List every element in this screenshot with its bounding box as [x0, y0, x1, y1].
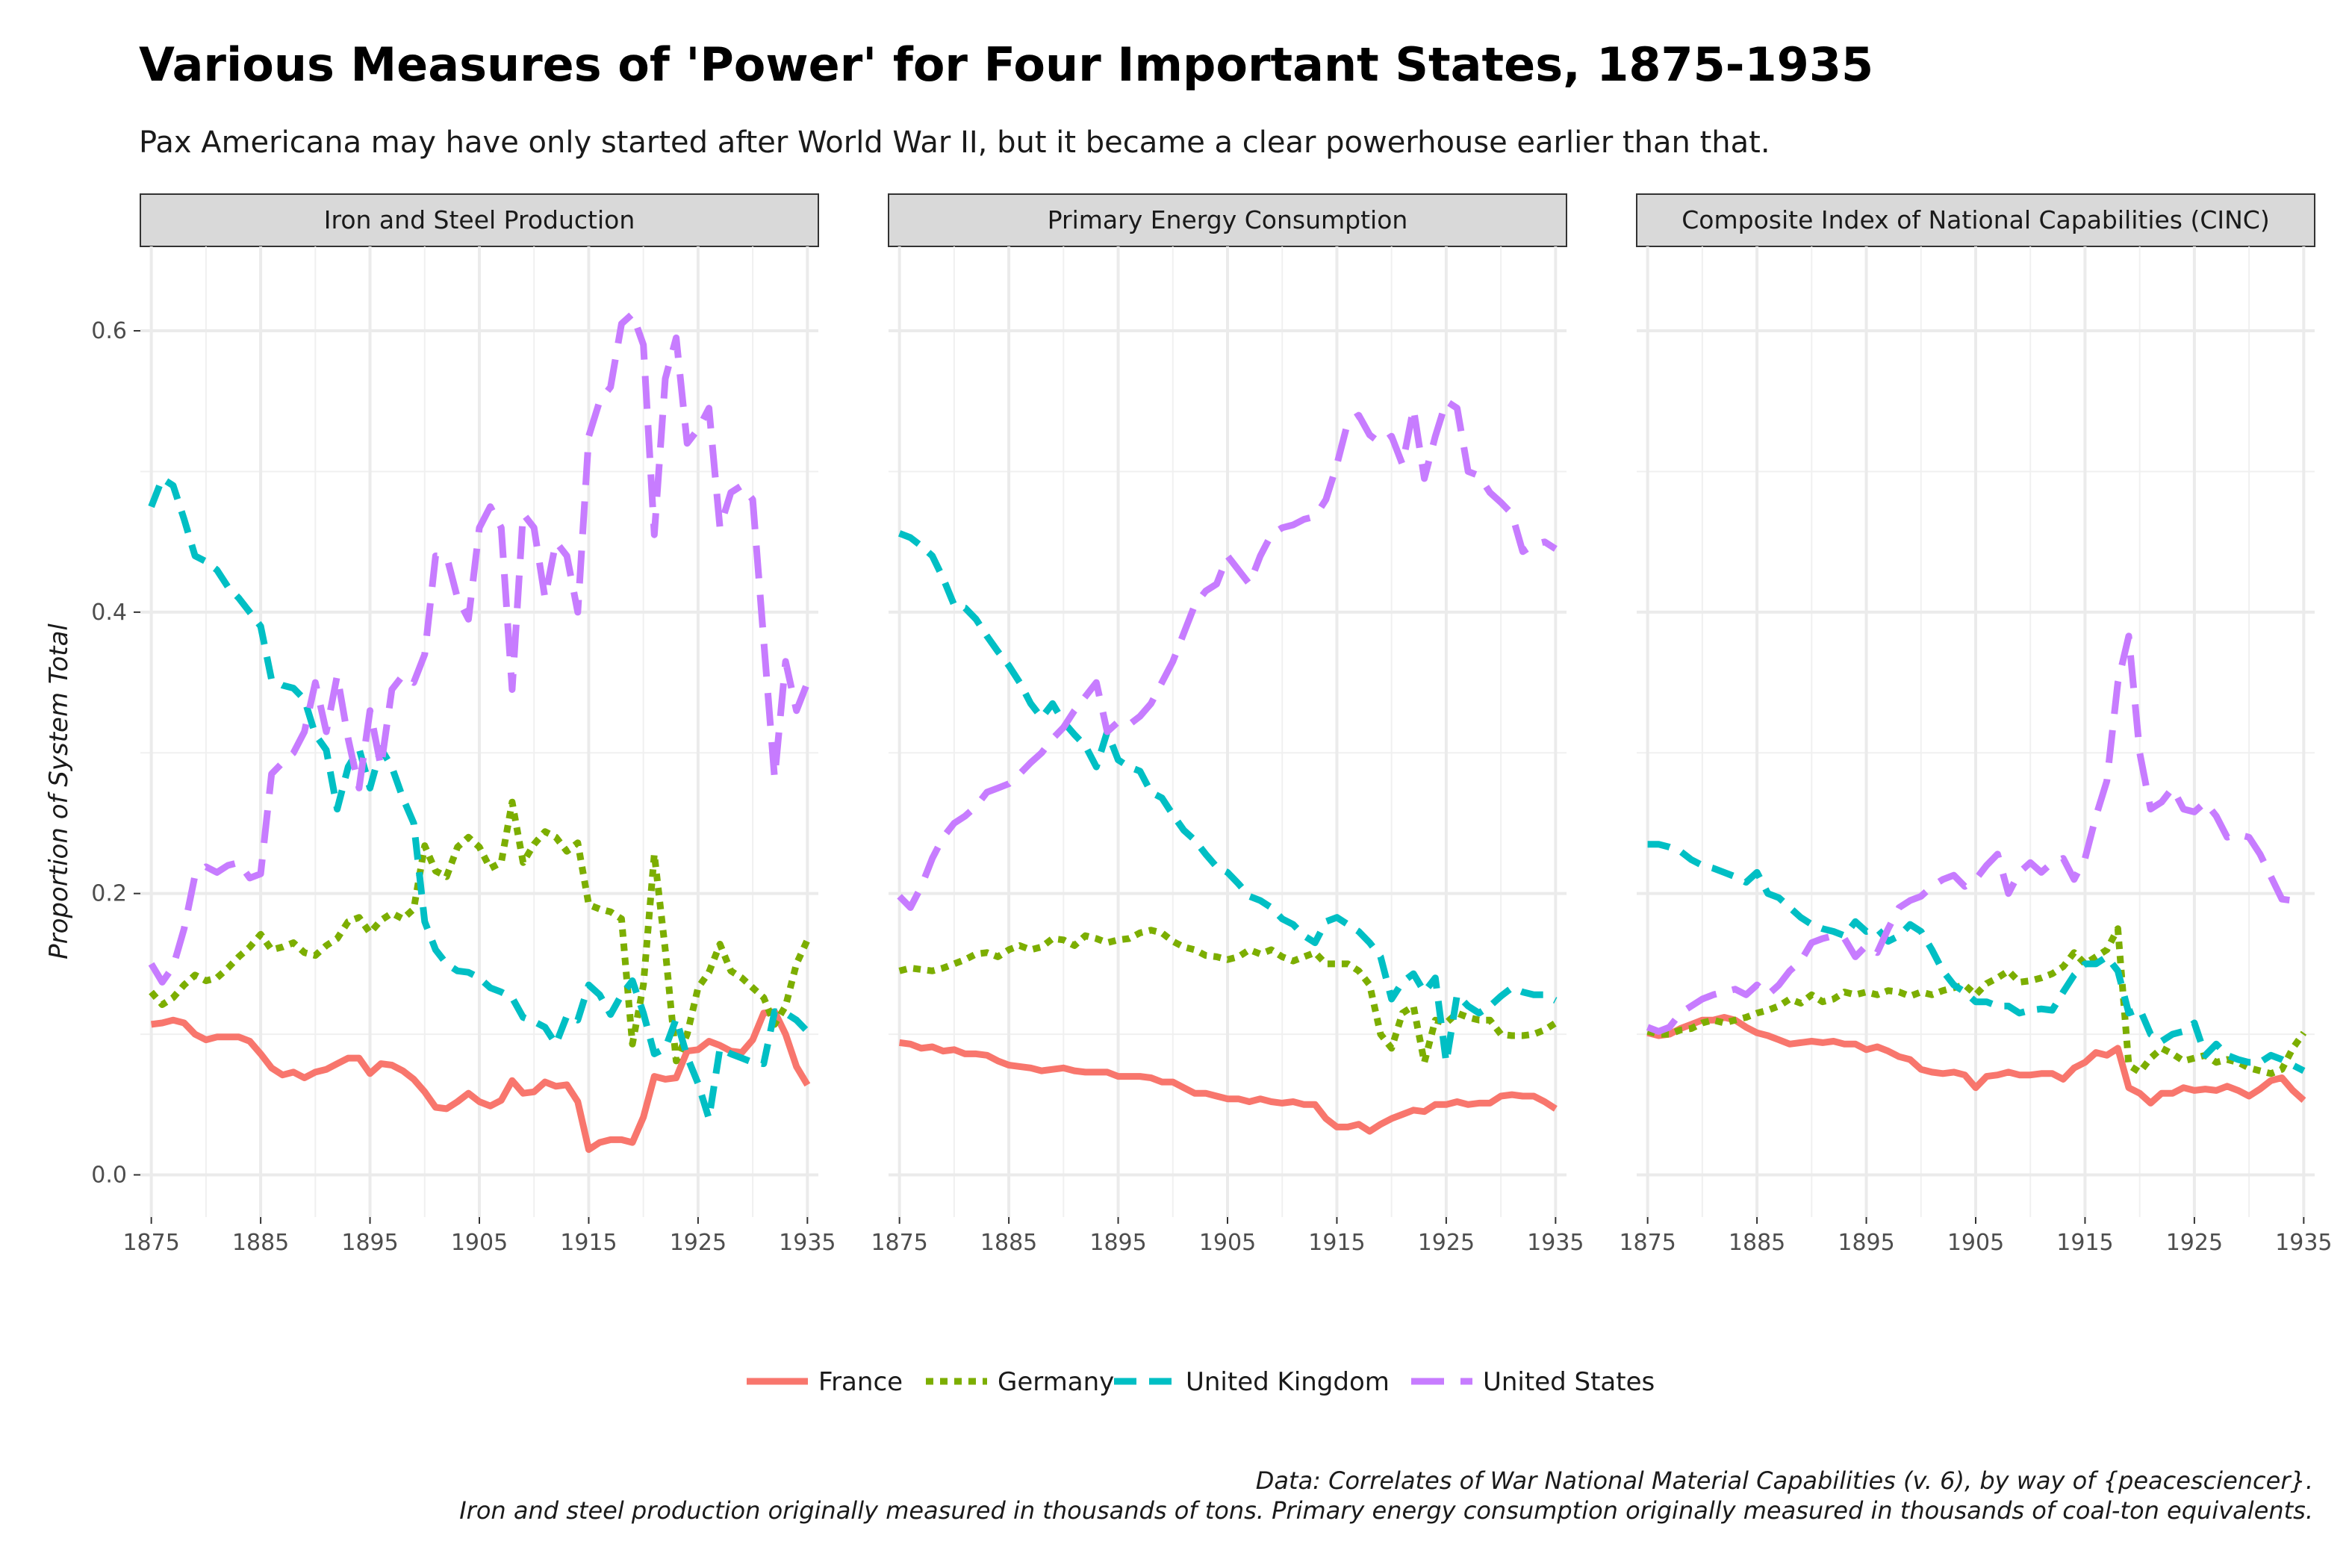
legend-label: Germany [998, 1367, 1114, 1397]
panel-primary-energy-consumption: Primary Energy Consumption 1875 1885 1895 19… [871, 193, 1584, 1256]
legend-item-united-kingdom: United Kingdom [1114, 1367, 1390, 1397]
x-tick-label: 1895 [1838, 1230, 1894, 1256]
x-tick-label: 1895 [1089, 1230, 1146, 1256]
strip-label: Composite Index of National Capabilities… [1681, 205, 2269, 234]
strip-label: Iron and Steel Production [324, 205, 635, 234]
x-tick-label: 1905 [1947, 1230, 2004, 1256]
x-tick-label: 1935 [779, 1230, 836, 1256]
legend-label: United Kingdom [1186, 1367, 1390, 1397]
y-tick-label: 0.4 [91, 600, 127, 626]
x-tick-label: 1915 [560, 1230, 617, 1256]
caption-line-1: Data: Correlates of War National Materia… [1256, 1466, 2313, 1495]
x-tick-label: 1885 [232, 1230, 289, 1256]
x-tick-label: 1885 [980, 1230, 1037, 1256]
panel-iron-and-steel-production: Iron and Steel Production 1875 1885 1895 190… [91, 193, 836, 1256]
x-tick-label: 1925 [1418, 1230, 1475, 1256]
y-tick-label: 0.0 [91, 1162, 127, 1188]
x-tick-label: 1915 [2056, 1230, 2113, 1256]
x-tick-label: 1935 [1527, 1230, 1584, 1256]
chart-title: Various Measures of 'Power' for Four Imp… [139, 37, 1873, 92]
series-line-united-states [148, 310, 811, 986]
chart-subtitle: Pax Americana may have only started afte… [139, 125, 1770, 160]
series-line-france [899, 1039, 1558, 1135]
x-tick-label: 1885 [1729, 1230, 1785, 1256]
x-tick-label: 1905 [1199, 1230, 1256, 1256]
strip-label: Primary Energy Consumption [1048, 205, 1408, 234]
x-tick-label: 1895 [341, 1230, 398, 1256]
series-line-united-states [897, 397, 1558, 911]
x-tick-label: 1925 [2166, 1230, 2223, 1256]
series-line-united-kingdom [897, 530, 1558, 1066]
x-tick-label: 1875 [122, 1230, 179, 1256]
legend: France Germany United Kingdom United States [747, 1367, 1655, 1397]
series-line-germany [898, 927, 1558, 1066]
series-line-france [1646, 1014, 2306, 1107]
legend-label: United States [1483, 1367, 1655, 1397]
strip-background [1636, 193, 2315, 247]
legend-item-germany: Germany [926, 1367, 1114, 1397]
series-line-france [151, 1008, 811, 1154]
y-tick-label: 0.2 [91, 881, 127, 907]
facet-panels: Iron and Steel Production 1875 1885 1895 190… [91, 193, 2333, 1256]
caption-line-2: Iron and steel production originally mea… [459, 1496, 2313, 1525]
y-axis-label: Proportion of System Total [44, 623, 74, 959]
x-tick-label: 1925 [670, 1230, 727, 1256]
series-line-united-kingdom [1647, 841, 2306, 1074]
x-tick-label: 1875 [1619, 1230, 1676, 1256]
series-line-united-states [1646, 632, 2304, 1035]
legend-item-united-states: United States [1411, 1367, 1655, 1397]
legend-label: France [818, 1367, 903, 1397]
gridlines [889, 246, 1567, 1217]
x-tick-label: 1905 [451, 1230, 508, 1256]
legend-item-france: France [747, 1367, 903, 1397]
series-line-germany [149, 798, 811, 1065]
gridlines [1637, 246, 2315, 1217]
x-tick-label: 1915 [1308, 1230, 1365, 1256]
series-line-united-kingdom [148, 475, 810, 1122]
strip-background [140, 193, 819, 247]
panel-composite-index-of-national-capabilities-cinc: Composite Index of National Capabilities… [1619, 193, 2333, 1256]
y-tick-label: 0.6 [91, 318, 127, 344]
x-tick-label: 1935 [2275, 1230, 2332, 1256]
series-line-germany [1646, 925, 2307, 1077]
strip-background [888, 193, 1567, 247]
x-tick-label: 1875 [871, 1230, 927, 1256]
